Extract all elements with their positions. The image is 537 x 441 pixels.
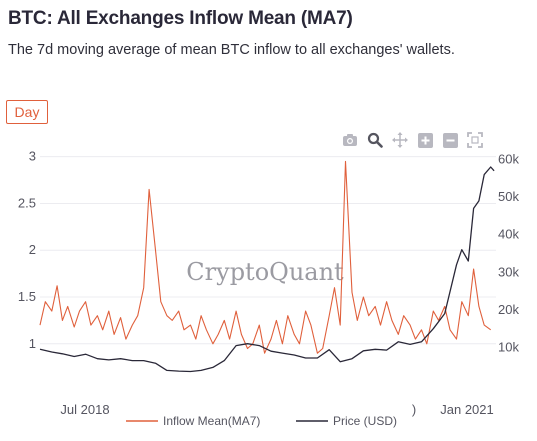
y-left-tick-label: 1 [29,336,36,351]
y-left-tick-label: 1.5 [18,289,36,304]
y-axis-left: 1 1.5 2 2.5 3 [18,149,36,351]
x-tick-label: Jan 2021 [440,402,494,417]
y-right-tick-label: 60k [498,152,519,167]
watermark-text: CryptoQuant [186,258,344,286]
y-right-tick-label: 50k [498,189,519,204]
camera-icon[interactable] [342,132,358,148]
chart-series [39,160,495,373]
y-right-tick-label: 20k [498,302,519,317]
autoscale-icon[interactable] [467,132,483,148]
zoom-icon[interactable] [367,132,383,148]
price-series-line [39,166,495,373]
y-left-tick-label: 2.5 [18,195,36,210]
inflow-price-chart: 1 1.5 2 2.5 3 10k 20k 30k 40k 50k 60k CryptoQuant… [18,149,520,428]
interval-day-button[interactable]: Day [6,100,48,124]
zoom-out-icon[interactable] [442,132,458,148]
legend-label-inflow: Inflow Mean(MA7) [163,414,260,428]
inflow-series-line [39,160,492,354]
y-axis-right: 10k 20k 30k 40k 50k 60k [498,152,519,355]
y-left-tick-label: 2 [29,242,36,257]
chart-legend: Inflow Mean(MA7) Price (USD) [126,414,397,428]
x-tick-label: ) [412,402,416,417]
y-right-tick-label: 40k [498,227,519,242]
legend-label-price: Price (USD) [333,414,397,428]
zoom-in-icon[interactable] [417,132,433,148]
y-right-tick-label: 10k [498,339,519,354]
chart-toolbar [342,131,483,149]
page-subtitle: The 7d moving average of mean BTC inflow… [8,42,455,58]
y-right-tick-label: 30k [498,264,519,279]
page-title: BTC: All Exchanges Inflow Mean (MA7) [8,8,353,29]
y-left-tick-label: 3 [29,149,36,164]
x-axis: Jul 2018 Jan 2021) [60,402,493,417]
pan-icon[interactable] [392,132,408,148]
x-tick-label: Jul 2018 [60,402,109,417]
chart-gridlines [40,156,496,345]
